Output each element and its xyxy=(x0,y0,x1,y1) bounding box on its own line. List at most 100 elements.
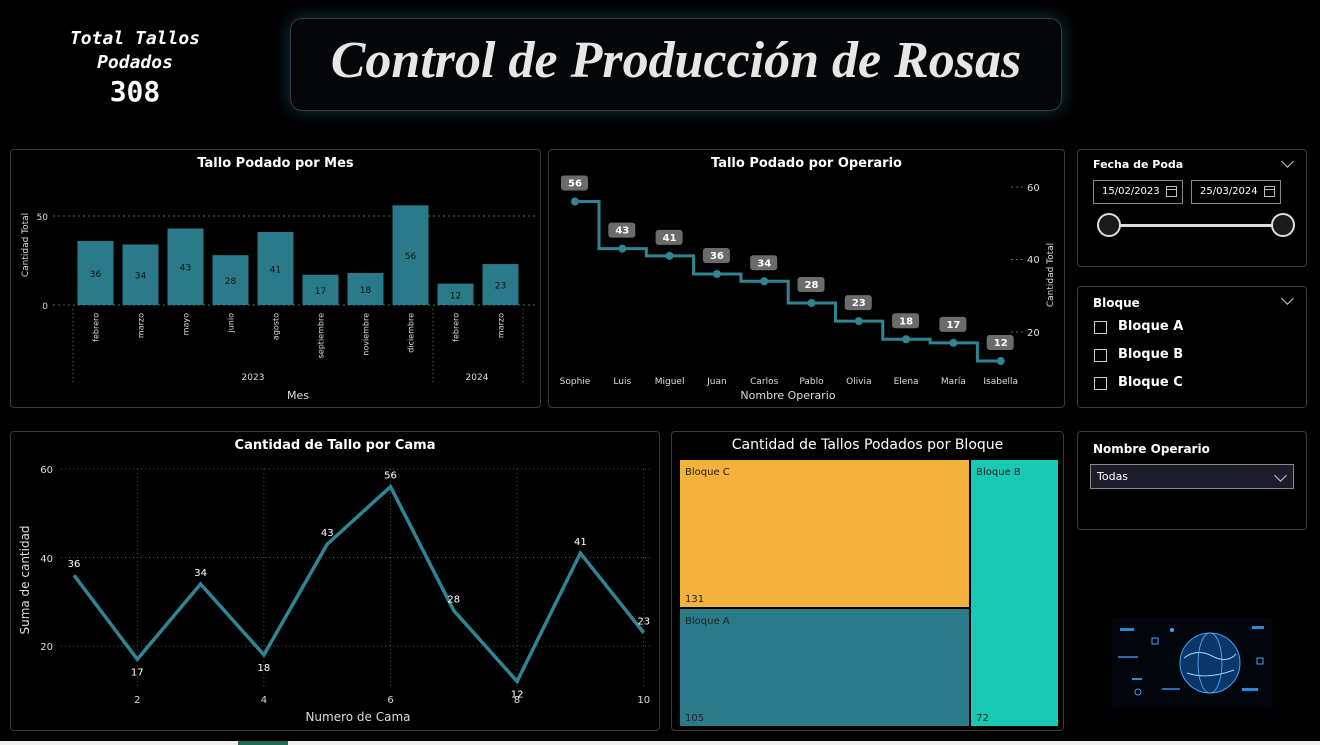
bar-value-label: 17 xyxy=(315,287,326,297)
data-label-box xyxy=(750,255,778,271)
month-chart: Cantidad Total 0 50 2023 2024 Mes 36 febr… xyxy=(21,205,536,402)
data-label-box xyxy=(561,175,588,191)
month-tick-label: agosto xyxy=(272,313,281,340)
treemap-tile-label: Bloque B xyxy=(976,467,1021,478)
checkbox[interactable] xyxy=(1094,349,1107,362)
bar xyxy=(77,240,114,305)
data-point xyxy=(854,317,863,326)
calendar-icon[interactable] xyxy=(1166,186,1177,197)
globe-tech-image xyxy=(1112,618,1272,708)
operator-chart: 20 40 60 Cantidad Total Nombre Operario … xyxy=(560,175,1056,402)
data-label: 23 xyxy=(852,298,866,309)
month-ytick-50: 50 xyxy=(37,213,49,223)
operator-tick-label: Sophie xyxy=(560,377,591,387)
calendar-icon[interactable] xyxy=(1264,186,1275,197)
operator-slicer: Nombre Operario Todas xyxy=(1077,431,1307,530)
bed-data-label: 34 xyxy=(194,568,207,579)
chevron-down-icon[interactable] xyxy=(1281,292,1294,305)
operator-tick-label: Elena xyxy=(894,377,919,387)
data-label-box xyxy=(655,229,683,245)
date-end-input[interactable]: 25/03/2024 xyxy=(1191,180,1281,204)
treemap-tile-label: Bloque A xyxy=(685,615,730,627)
data-label: 41 xyxy=(663,233,677,244)
kpi-label-line1: Total Tallos xyxy=(69,28,201,49)
operator-tick-label: Pablo xyxy=(799,377,824,387)
operator-chart-panel[interactable]: Tallo Podado por Operario 20 40 60 Canti… xyxy=(548,149,1065,408)
data-label: 43 xyxy=(615,226,629,237)
treemap-tile[interactable]: Bloque B 72 xyxy=(970,459,1059,727)
data-point xyxy=(807,299,816,307)
bar xyxy=(167,228,204,305)
bed-xtick-label: 6 xyxy=(387,695,393,706)
month-chart-title: Tallo Podado por Mes xyxy=(197,156,354,171)
date-range-handle-end[interactable] xyxy=(1271,213,1295,237)
bar-value-label: 41 xyxy=(270,266,281,276)
operator-dropdown[interactable]: Todas xyxy=(1090,464,1294,489)
date-slicer-title: Fecha de Poda xyxy=(1093,158,1184,171)
block-option-label: Bloque B xyxy=(1118,347,1184,362)
data-label-box xyxy=(797,277,825,292)
data-point xyxy=(996,357,1005,365)
bar-value-label: 34 xyxy=(135,272,147,282)
checkbox[interactable] xyxy=(1094,321,1107,334)
block-option-label: Bloque A xyxy=(1118,319,1184,334)
operator-tick-label: Miguel xyxy=(655,377,685,387)
data-label: 17 xyxy=(946,320,960,331)
page-tab-active[interactable] xyxy=(238,741,288,745)
bar xyxy=(482,264,519,305)
treemap-tile-value: 131 xyxy=(685,593,705,605)
date-range-track[interactable] xyxy=(1110,224,1284,227)
date-slicer: Fecha de Poda 15/02/2023 25/03/2024 xyxy=(1077,149,1307,267)
bed-xtick-label: 4 xyxy=(261,695,267,706)
treemap-tile[interactable]: Bloque A 105 xyxy=(679,607,971,727)
date-start-value: 15/02/2023 xyxy=(1102,186,1160,197)
operator-chart-xlabel: Nombre Operario xyxy=(740,389,835,402)
data-label: 12 xyxy=(994,338,1008,349)
operator-tick-label: Olivia xyxy=(846,377,871,387)
chevron-down-icon[interactable] xyxy=(1281,155,1294,168)
treemap-tile[interactable]: Bloque C 131 xyxy=(679,459,971,608)
bed-data-label: 12 xyxy=(511,689,524,700)
month-chart-ylabel: Cantidad Total xyxy=(21,213,31,277)
data-label-box xyxy=(844,295,872,311)
kpi-card: Total Tallos Podados 308 xyxy=(40,27,230,108)
treemap-tile-value: 105 xyxy=(685,712,705,724)
block-slicer-title: Bloque xyxy=(1093,296,1140,310)
month-tick-label: marzo xyxy=(137,313,146,338)
block-option-label: Bloque C xyxy=(1118,375,1183,390)
bed-xtick-label: 2 xyxy=(134,695,140,706)
bed-xtick-label: 8 xyxy=(514,695,520,706)
bar-value-label: 56 xyxy=(405,252,417,262)
bed-xtick-label: 10 xyxy=(637,695,650,706)
bar xyxy=(392,205,429,305)
date-start-input[interactable]: 15/02/2023 xyxy=(1093,180,1183,204)
bed-data-label: 17 xyxy=(131,667,144,678)
month-tick-label: junio xyxy=(227,313,236,334)
bar-value-label: 23 xyxy=(495,282,506,292)
date-end-value: 25/03/2024 xyxy=(1200,186,1258,197)
date-range-handle-start[interactable] xyxy=(1097,213,1121,237)
bar-value-label: 12 xyxy=(450,291,461,301)
title-banner: Control de Producción de Rosas xyxy=(290,18,1062,111)
operator-tick-label: Carlos xyxy=(750,377,779,387)
month-ytick-0: 0 xyxy=(42,302,48,312)
month-chart-xlabel: Mes xyxy=(287,389,309,402)
bed-chart: 20 40 60 Suma de cantidad Numero de Cama… xyxy=(18,465,651,724)
kpi-label-line2: Podados xyxy=(97,52,173,73)
block-treemap-panel[interactable]: Cantidad de Tallos Podados por Bloque Bl… xyxy=(671,431,1064,731)
page-title: Control de Producción de Rosas xyxy=(330,32,1022,89)
bed-data-label: 56 xyxy=(384,471,397,482)
data-label-box xyxy=(986,335,1014,350)
month-chart-panel[interactable]: Tallo Podado por Mes Cantidad Total 0 50… xyxy=(10,149,541,408)
operator-ytick-40: 40 xyxy=(1027,255,1040,266)
operator-tick-label: Isabella xyxy=(983,377,1018,387)
bed-chart-panel[interactable]: Cantidad de Tallo por Cama 20 40 60 Suma… xyxy=(10,431,660,731)
treemap-title: Cantidad de Tallos Podados por Bloque xyxy=(731,437,1004,453)
series-line xyxy=(72,483,646,685)
chevron-down-icon[interactable] xyxy=(1274,469,1287,482)
operator-ytick-20: 20 xyxy=(1027,328,1040,339)
treemap-tile-value: 72 xyxy=(976,713,989,724)
data-point xyxy=(902,335,911,344)
bed-data-label: 43 xyxy=(321,528,334,539)
checkbox[interactable] xyxy=(1094,377,1107,390)
